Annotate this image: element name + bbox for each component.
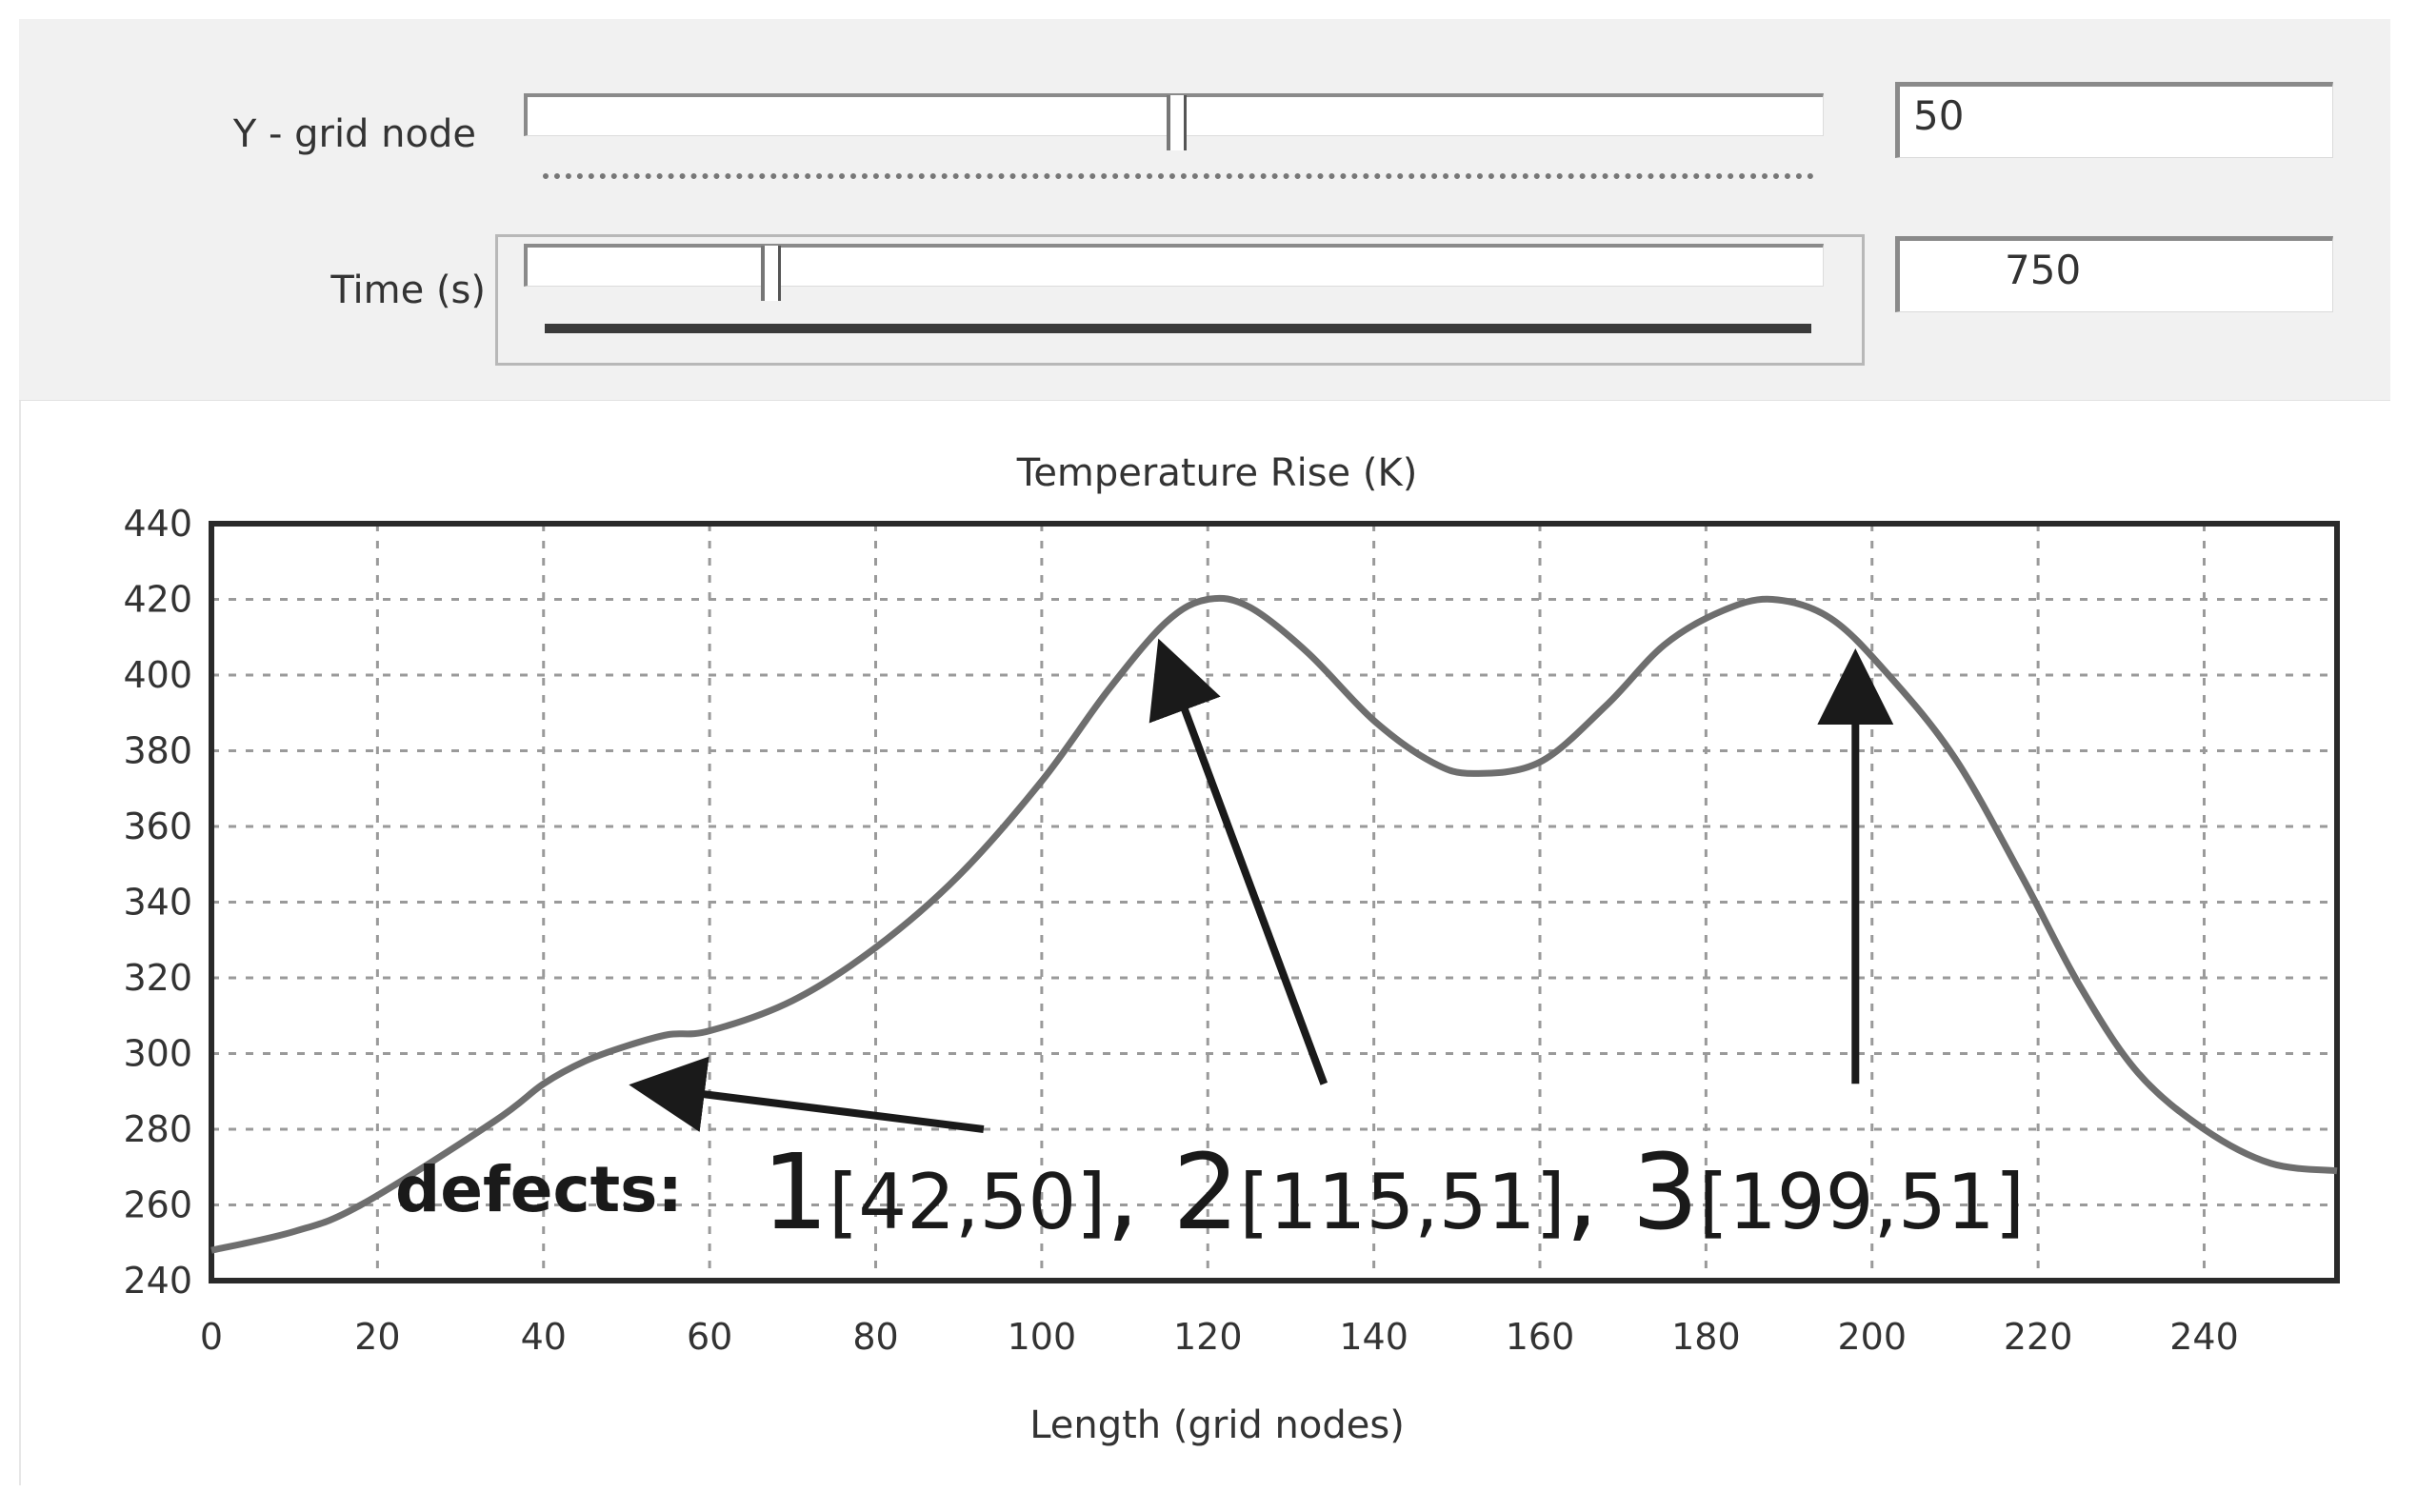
defect-3-coords: [199,51] — [1699, 1158, 2025, 1246]
time-label: Time (s) — [330, 269, 486, 312]
x-tick-label: 240 — [2169, 1316, 2239, 1358]
y-tick-label: 260 — [123, 1184, 192, 1226]
tick-label-layer: 0 20 40 60 80 100 120 140 160 180 200 220 240 240 260 2… — [123, 503, 2238, 1358]
y-tick-label: 240 — [123, 1260, 192, 1302]
temperature-series-line — [210, 594, 2338, 1254]
chart-title: Temperature Rise (K) — [1016, 451, 1418, 495]
x-tick-label: 120 — [1173, 1316, 1243, 1358]
time-value-field[interactable]: 750 — [1895, 236, 2333, 312]
y-tick-label: 380 — [123, 730, 192, 772]
x-tick-label: 0 — [200, 1316, 223, 1358]
x-tick-label: 40 — [521, 1316, 567, 1358]
y-tick-label: 420 — [123, 579, 192, 621]
defect-3-id: 3 — [1632, 1131, 1699, 1253]
x-tick-label: 200 — [1837, 1316, 1907, 1358]
y-tick-label: 320 — [123, 957, 192, 999]
defect-1-separator: , — [1106, 1131, 1172, 1253]
plot-frame — [209, 521, 2340, 1283]
y-tick-label: 400 — [123, 654, 192, 696]
defects-prefix: defects: — [395, 1153, 683, 1226]
y-tick-label: 340 — [123, 882, 192, 924]
time-slider[interactable] — [524, 244, 1824, 287]
y-tick-label: 360 — [123, 806, 192, 847]
window-frame — [19, 19, 2392, 1485]
defect-2-arrow — [1149, 638, 1328, 1085]
y-grid-node-slider-ticks — [543, 173, 1814, 179]
y-grid-node-value-field[interactable]: 50 — [1895, 82, 2333, 158]
y-grid-node-label: Y - grid node — [232, 112, 476, 156]
y-tick-label: 440 — [123, 503, 192, 545]
y-tick-label: 300 — [123, 1033, 192, 1075]
x-tick-label: 100 — [1008, 1316, 1077, 1358]
defects-list: 1[42,50], 2[115,51], 3[199,51] — [762, 1131, 2025, 1253]
y-grid-node-slider-thumb[interactable] — [1167, 95, 1187, 150]
x-axis-label: Length (grid nodes) — [1029, 1403, 1405, 1447]
x-tick-label: 160 — [1506, 1316, 1575, 1358]
y-tick-label: 280 — [123, 1108, 192, 1150]
arrow-layer — [629, 638, 1894, 1133]
x-tick-label: 220 — [2004, 1316, 2073, 1358]
defect-2-separator: , — [1566, 1131, 1632, 1253]
time-slider-thumb[interactable] — [761, 246, 782, 301]
x-tick-label: 20 — [354, 1316, 400, 1358]
x-tick-label: 80 — [852, 1316, 898, 1358]
defect-1-arrow — [629, 1056, 985, 1133]
time-slider-focus-border — [495, 234, 1865, 366]
defect-1-id: 1 — [762, 1131, 829, 1253]
x-tick-label: 180 — [1671, 1316, 1741, 1358]
defect-1-coords: [42,50] — [829, 1158, 1106, 1246]
x-tick-label: 140 — [1339, 1316, 1408, 1358]
x-tick-label: 60 — [687, 1316, 732, 1358]
time-slider-rail — [545, 324, 1811, 333]
defect-2-coords: [115,51] — [1239, 1158, 1565, 1246]
defect-2-id: 2 — [1172, 1131, 1239, 1253]
series-layer — [210, 594, 2338, 1254]
